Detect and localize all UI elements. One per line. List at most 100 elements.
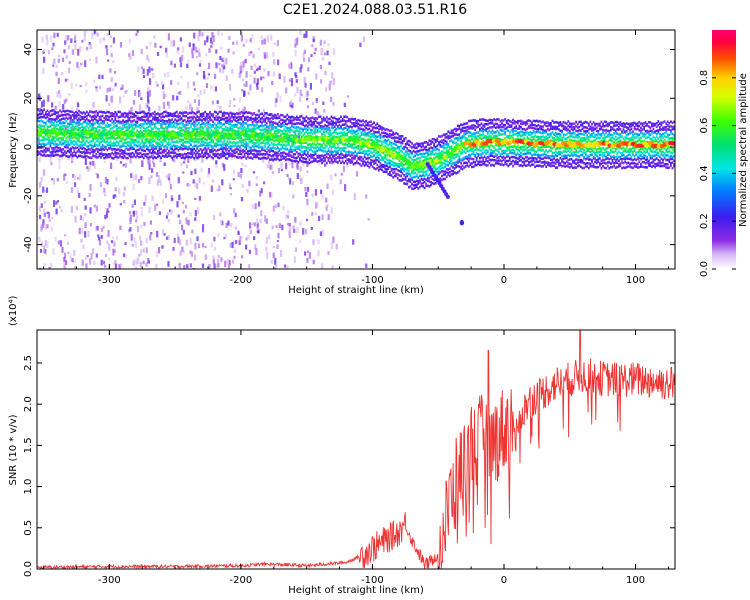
noise-cell bbox=[83, 31, 86, 37]
noise-cell bbox=[278, 73, 281, 80]
noise-cell bbox=[43, 200, 47, 205]
ridge-band-cell bbox=[163, 139, 166, 143]
ridge-band-cell bbox=[276, 116, 279, 120]
ridge-band-cell bbox=[223, 147, 226, 150]
ridge-band-cell bbox=[308, 120, 311, 124]
ridge-band-cell bbox=[469, 162, 472, 165]
ridge-band-cell bbox=[175, 144, 178, 148]
ridge-band-cell bbox=[133, 138, 136, 142]
ridge-band-cell bbox=[360, 159, 363, 163]
ridge-band-cell bbox=[163, 155, 166, 158]
noise-cell bbox=[353, 193, 356, 201]
ridge-band-cell bbox=[74, 114, 77, 117]
noise-cell bbox=[78, 192, 81, 198]
ridge-band-cell bbox=[237, 118, 240, 122]
ridge-band-cell bbox=[395, 156, 398, 160]
ridge-band-cell bbox=[81, 151, 83, 154]
ridge-band-cell bbox=[300, 150, 303, 153]
noise-cell bbox=[311, 101, 314, 106]
noise-cell bbox=[221, 162, 224, 168]
ridge-band-cell bbox=[442, 133, 445, 137]
ridge-band-cell bbox=[430, 153, 432, 156]
ridge-band-cell bbox=[370, 151, 372, 154]
noise-cell bbox=[68, 61, 71, 65]
ridge-band-cell bbox=[224, 121, 227, 125]
ridge-band-cell bbox=[108, 153, 110, 156]
ridge-band-cell bbox=[131, 147, 134, 150]
ridge-band-cell bbox=[229, 154, 232, 157]
ridge-band-cell bbox=[169, 137, 172, 140]
ridge-band-cell bbox=[175, 119, 178, 123]
ridge-band-cell bbox=[318, 123, 320, 126]
ridge-band-cell bbox=[327, 132, 330, 135]
ridge-band-cell bbox=[163, 122, 166, 125]
ridge-band-cell bbox=[108, 155, 110, 159]
ridge-band-cell bbox=[409, 140, 412, 144]
noise-cell bbox=[78, 120, 81, 126]
noise-cell bbox=[277, 59, 280, 66]
noise-cell bbox=[162, 91, 165, 98]
noise-cell bbox=[202, 71, 206, 78]
ridge-band-cell bbox=[357, 122, 360, 126]
ridge-band-cell bbox=[87, 119, 90, 122]
ridge-band-cell bbox=[212, 138, 214, 142]
ridge-band-cell bbox=[262, 128, 265, 131]
ridge-band-cell bbox=[141, 118, 143, 122]
noise-cell bbox=[37, 93, 41, 100]
ridge-band-cell bbox=[123, 111, 126, 115]
noise-cell bbox=[295, 79, 298, 83]
ridge-band-cell bbox=[103, 148, 106, 151]
ridge-band-cell bbox=[378, 160, 380, 163]
ridge-band-cell bbox=[100, 126, 102, 129]
ridge-band-cell bbox=[141, 115, 143, 119]
ridge-band-cell bbox=[209, 126, 211, 129]
ridge-band-cell bbox=[43, 136, 46, 140]
ridge-band-cell bbox=[166, 126, 169, 129]
ridge-band-cell bbox=[43, 154, 46, 157]
ridge-band-cell bbox=[185, 141, 188, 144]
ridge-band-cell bbox=[414, 146, 417, 149]
noise-cell bbox=[255, 176, 258, 180]
noise-cell bbox=[65, 34, 68, 42]
noise-cell bbox=[79, 215, 82, 220]
ridge-band-cell bbox=[379, 158, 382, 162]
ridge-band-cell bbox=[57, 139, 60, 143]
ridge-band-cell bbox=[221, 148, 224, 151]
ridge-band-cell bbox=[221, 123, 224, 126]
ridge-band-cell bbox=[81, 112, 83, 115]
ridge-band-cell bbox=[71, 140, 74, 144]
noise-cell bbox=[102, 260, 106, 265]
ridge-band-cell bbox=[234, 119, 237, 122]
noise-cell bbox=[250, 65, 253, 71]
ridge-band-cell bbox=[430, 151, 432, 154]
ridge-band-cell bbox=[78, 137, 80, 141]
ridge-band-cell bbox=[434, 178, 437, 182]
ridge-band-cell bbox=[251, 144, 254, 148]
noise-cell bbox=[159, 156, 162, 163]
ridge-band-cell bbox=[419, 144, 421, 147]
noise-cell bbox=[43, 49, 46, 52]
ridge-band-cell bbox=[376, 135, 379, 139]
ridge-band-cell bbox=[341, 148, 344, 152]
ridge-band-cell bbox=[114, 137, 117, 141]
noise-cell bbox=[294, 93, 297, 96]
ridge-band-cell bbox=[43, 142, 46, 146]
ridge-band-cell bbox=[136, 148, 139, 152]
ridge-band-cell bbox=[174, 114, 177, 117]
ridge-band-cell bbox=[453, 132, 456, 136]
ridge-band-cell bbox=[82, 143, 85, 146]
noise-cell bbox=[254, 244, 257, 250]
noise-cell bbox=[122, 95, 125, 98]
noise-cell bbox=[112, 262, 115, 265]
ridge-band-cell bbox=[302, 123, 304, 126]
noise-cell bbox=[120, 87, 123, 91]
ridge-band-cell bbox=[294, 156, 297, 160]
ridge-band-cell bbox=[65, 125, 68, 128]
ridge-band-cell bbox=[321, 143, 323, 147]
ridge-band-cell bbox=[149, 115, 151, 118]
noise-cell bbox=[143, 222, 146, 226]
ridge-band-cell bbox=[81, 129, 83, 132]
ridge-band-cell bbox=[117, 136, 120, 139]
ridge-band-cell bbox=[415, 142, 418, 145]
ridge-band-cell bbox=[365, 150, 368, 153]
